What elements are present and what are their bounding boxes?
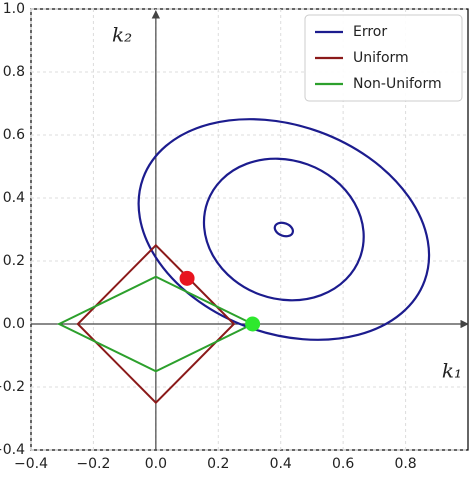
y-tick-label: −0.2: [0, 379, 25, 395]
x-axis-label: k₁: [442, 359, 462, 383]
x-tick-label: 0.8: [394, 456, 416, 472]
legend-label: Error: [353, 24, 387, 40]
error-contour: [137, 118, 431, 341]
solution-point: [179, 270, 195, 286]
legend-box: [304, 14, 463, 102]
error-contour: [202, 157, 365, 302]
x-tick-label: 0.4: [270, 456, 292, 472]
x-tick-label: 0.0: [145, 456, 167, 472]
y-tick-label: 1.0: [3, 1, 25, 17]
constraint-region: [76, 243, 236, 405]
x-tick-label: −0.4: [14, 456, 48, 472]
x-tick-label: −0.2: [76, 456, 110, 472]
legend-label: Non-Uniform: [353, 76, 442, 92]
y-tick-label: 0.8: [3, 64, 25, 80]
y-axis-label: k₂: [112, 23, 132, 47]
solution-point: [245, 316, 261, 332]
constraint-region: [56, 275, 255, 373]
x-tick-label: 0.2: [207, 456, 229, 472]
y-tick-label: 0.2: [3, 253, 25, 269]
y-tick-label: 0.4: [3, 190, 25, 206]
x-tick-label: 0.6: [332, 456, 354, 472]
y-tick-label: −0.4: [0, 442, 25, 458]
y-tick-label: 0.6: [3, 127, 25, 143]
y-tick-label: 0.0: [3, 316, 25, 332]
error-contour: [273, 221, 294, 238]
legend-label: Uniform: [353, 50, 409, 66]
